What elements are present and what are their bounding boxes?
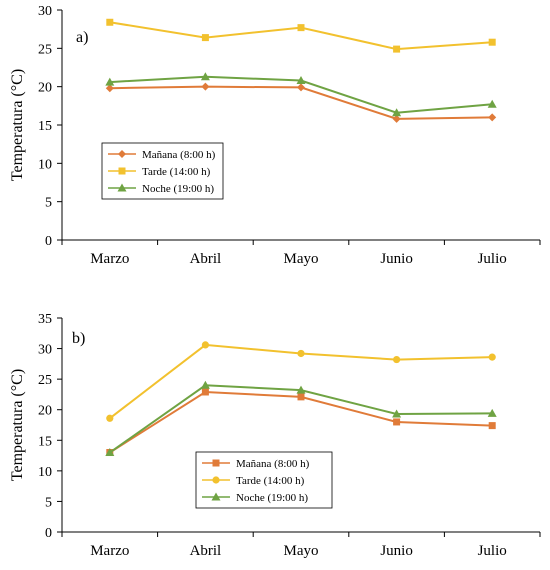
legend-marker <box>117 183 127 192</box>
legend-label: Tarde (14:00 h) <box>142 166 211 178</box>
data-point <box>297 83 305 92</box>
panel-label: a) <box>76 29 88 46</box>
series-manana <box>106 388 496 457</box>
legend-label: Noche (19:00 h) <box>142 183 214 195</box>
data-point <box>105 448 115 457</box>
y-axis-title: Temperatura (°C) <box>9 369 26 481</box>
data-point <box>297 393 305 401</box>
y-tick-label: 25 <box>38 373 52 388</box>
data-point <box>201 82 210 91</box>
y-axis-title: Temperatura (°C) <box>9 69 26 181</box>
y-tick-label: 10 <box>38 465 52 480</box>
chart-panel-b: 0 5 10 15 20 25 30 35 Marzo Abril Mayo Junio Julio Te… <box>9 312 541 559</box>
legend-marker <box>212 476 220 484</box>
data-point <box>106 414 114 422</box>
data-point <box>393 45 401 53</box>
series-tarde <box>106 341 496 422</box>
series-noche <box>105 72 497 117</box>
data-point <box>200 380 210 389</box>
y-tick-label: 20 <box>38 404 52 419</box>
data-point <box>201 34 209 42</box>
data-point <box>393 418 401 426</box>
legend-item: Mañana (8:00 h) <box>108 149 216 161</box>
legend-item: Noche (19:00 h) <box>202 492 308 504</box>
data-point <box>488 113 497 122</box>
series-noche <box>105 380 497 457</box>
series-line <box>109 390 493 454</box>
data-point <box>392 409 402 418</box>
x-tick-label: Mayo <box>284 543 319 559</box>
legend-item: Tarde (14:00 h) <box>108 166 211 178</box>
data-point <box>200 72 210 81</box>
x-tick-label: Abril <box>190 251 222 267</box>
y-tick-label: 10 <box>38 157 52 172</box>
data-point <box>392 114 401 123</box>
series-manana <box>105 82 497 123</box>
data-point <box>296 76 306 85</box>
data-point <box>201 388 209 396</box>
data-point <box>392 108 402 117</box>
data-point <box>297 349 305 358</box>
chart-panel-a: 0 5 10 15 20 25 30 Marzo Abril Mayo Junio Julio Temp… <box>9 4 541 267</box>
data-point <box>105 77 115 86</box>
x-tick-label: Junio <box>380 251 413 267</box>
panel-label: b) <box>72 330 85 347</box>
y-tick-label: 0 <box>45 234 52 249</box>
data-point <box>393 355 401 364</box>
y-tick-label: 15 <box>38 119 52 134</box>
y-tick-label: 0 <box>45 526 52 541</box>
legend: Mañana (8:00 h) Tarde (14:00 h) Noche (19:… <box>195 451 333 509</box>
legend-marker <box>118 150 126 158</box>
x-tick-label: Abril <box>190 543 222 559</box>
x-tick-label: Junio <box>380 543 413 559</box>
y-tick-label: 15 <box>38 434 52 449</box>
y-tick-label: 5 <box>45 495 52 510</box>
y-tick-label: 20 <box>38 81 52 96</box>
data-point <box>487 408 497 417</box>
data-point <box>201 341 209 349</box>
legend-label: Mañana (8:00 h) <box>142 149 216 161</box>
y-tick-label: 25 <box>38 42 52 57</box>
legend-label: Noche (19:00 h) <box>236 492 308 504</box>
legend-item: Noche (19:00 h) <box>108 183 214 195</box>
x-tick-label: Julio <box>478 543 507 559</box>
y-tick-label: 30 <box>38 4 52 19</box>
legend-item: Mañana (8:00 h) <box>202 458 310 470</box>
y-tick-label: 5 <box>45 196 52 211</box>
data-point <box>488 38 496 46</box>
x-tick-label: Marzo <box>90 543 129 559</box>
series-line <box>109 85 493 120</box>
legend-marker <box>211 492 221 501</box>
legend: Mañana (8:00 h) Tarde (14:00 h) Noche (19:… <box>101 142 224 200</box>
y-tick-label: 30 <box>38 343 52 358</box>
data-point <box>106 18 114 26</box>
y-tick-label: 35 <box>38 312 52 327</box>
legend-marker <box>118 167 126 175</box>
data-point <box>487 99 497 108</box>
legend-item: Tarde (14:00 h) <box>202 475 305 487</box>
data-point <box>297 24 305 32</box>
x-tick-label: Mayo <box>284 251 319 267</box>
legend-label: Mañana (8:00 h) <box>236 458 310 470</box>
data-point <box>105 84 114 93</box>
data-point <box>296 385 306 394</box>
data-point <box>488 422 496 430</box>
legend-marker <box>212 459 220 467</box>
x-tick-label: Marzo <box>90 251 129 267</box>
data-point <box>488 353 496 361</box>
legend-label: Tarde (14:00 h) <box>236 475 305 487</box>
series-tarde <box>106 18 496 53</box>
x-tick-label: Julio <box>478 251 507 267</box>
